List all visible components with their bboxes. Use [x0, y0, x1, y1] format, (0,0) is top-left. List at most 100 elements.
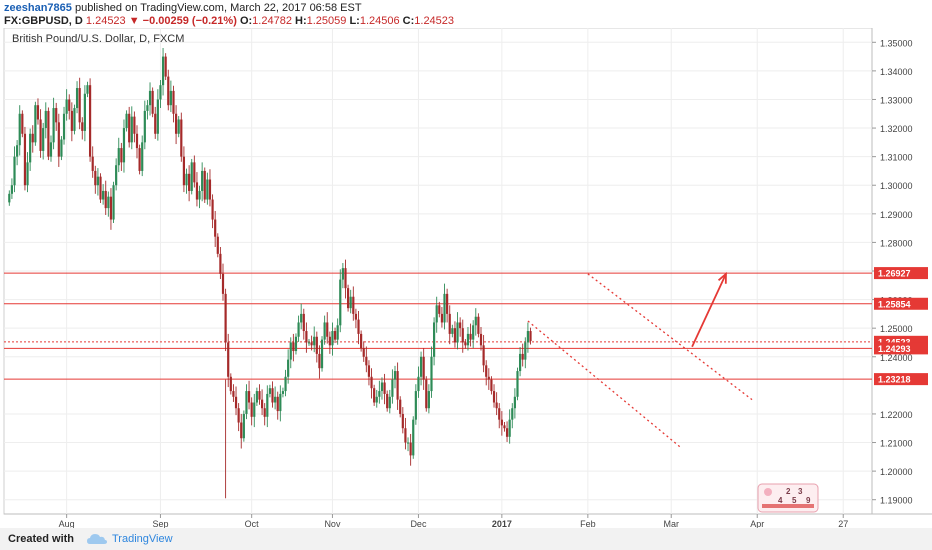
candle-body — [263, 408, 266, 417]
candle-body — [289, 342, 292, 360]
candle-body — [310, 342, 313, 346]
candle-body — [193, 162, 196, 183]
candle-body — [13, 156, 16, 186]
candle-body — [55, 108, 58, 123]
candle-body — [393, 371, 397, 380]
y-tick-label: 1.33000 — [880, 95, 913, 105]
candle-body — [8, 193, 11, 203]
candle-body — [365, 356, 368, 366]
price-level-tag — [874, 373, 928, 386]
candle-body — [138, 148, 141, 171]
candle-body — [125, 113, 128, 129]
candle-body — [219, 253, 222, 274]
close-value: 1.24523 — [414, 15, 455, 27]
candle-body — [16, 145, 19, 157]
candle-body — [352, 296, 355, 314]
candle-body — [513, 396, 516, 409]
drawings — [527, 271, 753, 449]
y-tick-label: 1.29000 — [880, 210, 913, 220]
candle-body — [461, 328, 464, 343]
watermark-stripe — [762, 504, 814, 508]
price-level-label: 1.25854 — [878, 299, 911, 309]
tradingview-cloud-icon — [87, 534, 107, 544]
candle-body — [164, 56, 167, 77]
high-value: 1.25059 — [306, 15, 347, 27]
candle-body — [529, 331, 532, 342]
candle-body — [75, 88, 79, 109]
candle-body — [31, 133, 34, 143]
x-tick-label: Mar — [663, 519, 679, 528]
candle-body — [143, 110, 146, 143]
candle-body — [91, 156, 94, 171]
candle-body — [425, 379, 428, 409]
candle-body — [422, 356, 425, 380]
candle-body — [174, 113, 178, 134]
candle-body — [375, 396, 378, 403]
candle-body — [258, 391, 261, 400]
x-tick-label: 27 — [838, 519, 848, 528]
y-tick-label: 1.19000 — [880, 496, 913, 506]
created-with-text: Created with — [8, 533, 75, 545]
candle-body — [451, 328, 454, 334]
price-level-label: 1.24293 — [878, 344, 911, 354]
candle-body — [224, 293, 227, 343]
price-change: ▼ −0.00259 (−0.21%) — [128, 15, 237, 27]
candle-body — [159, 85, 162, 100]
y-tick-label: 1.24000 — [880, 353, 913, 363]
candle-body — [180, 119, 183, 157]
candle-body — [336, 325, 339, 340]
candle-body — [141, 142, 144, 171]
candles — [8, 48, 532, 499]
candle-body — [378, 391, 381, 397]
candle-body — [167, 76, 170, 106]
candle-body — [109, 196, 113, 220]
candle-body — [281, 391, 285, 394]
candle-body — [151, 90, 154, 114]
candle-body — [474, 316, 477, 326]
candle-body — [21, 113, 24, 134]
candle-body — [511, 408, 514, 420]
candle-body — [234, 396, 238, 409]
candle-body — [42, 128, 45, 151]
candle-body — [83, 93, 86, 131]
y-tick-label: 1.25000 — [880, 324, 913, 334]
candle-body — [260, 399, 264, 409]
candle-body — [148, 90, 152, 106]
price-chart[interactable]: British Pound/U.S. Dollar, D, FXCM 1.350… — [0, 28, 932, 528]
candle-body — [318, 353, 321, 369]
footer-bar: Created with TradingView — [0, 528, 932, 550]
candle-body — [172, 90, 175, 114]
author-link[interactable]: zeeshan7865 — [4, 2, 72, 14]
candle-body — [482, 345, 485, 366]
candle-body — [479, 333, 483, 346]
candle-body — [18, 113, 21, 146]
tradingview-link[interactable]: TradingView — [112, 533, 173, 545]
candle-body — [430, 356, 433, 392]
low-value: 1.24506 — [359, 15, 400, 27]
open-value: 1.24782 — [252, 15, 292, 27]
candle-body — [52, 108, 55, 143]
candle-body — [36, 105, 40, 120]
candle-body — [185, 173, 188, 186]
candle-body — [39, 119, 42, 151]
x-tick-label: 2017 — [492, 519, 512, 528]
candle-body — [399, 399, 402, 414]
candle-body — [133, 116, 136, 134]
open-label: O: — [239, 15, 253, 27]
candle-body — [414, 391, 417, 420]
y-tick-label: 1.22000 — [880, 410, 913, 420]
candle-body — [435, 305, 438, 323]
watermark-digit: 3 — [798, 487, 803, 496]
candle-body — [485, 365, 488, 377]
candle-body — [521, 353, 524, 360]
y-tick-label: 1.35000 — [880, 38, 913, 48]
candle-body — [44, 110, 47, 129]
candle-body — [417, 376, 420, 392]
price-level-label: 1.24523 — [878, 337, 911, 347]
candle-body — [86, 85, 89, 94]
target-arrow-line — [691, 273, 727, 348]
candle-body — [453, 328, 457, 343]
candle-body — [370, 376, 373, 389]
candle-body — [188, 173, 191, 191]
y-tick-label: 1.21000 — [880, 439, 913, 449]
